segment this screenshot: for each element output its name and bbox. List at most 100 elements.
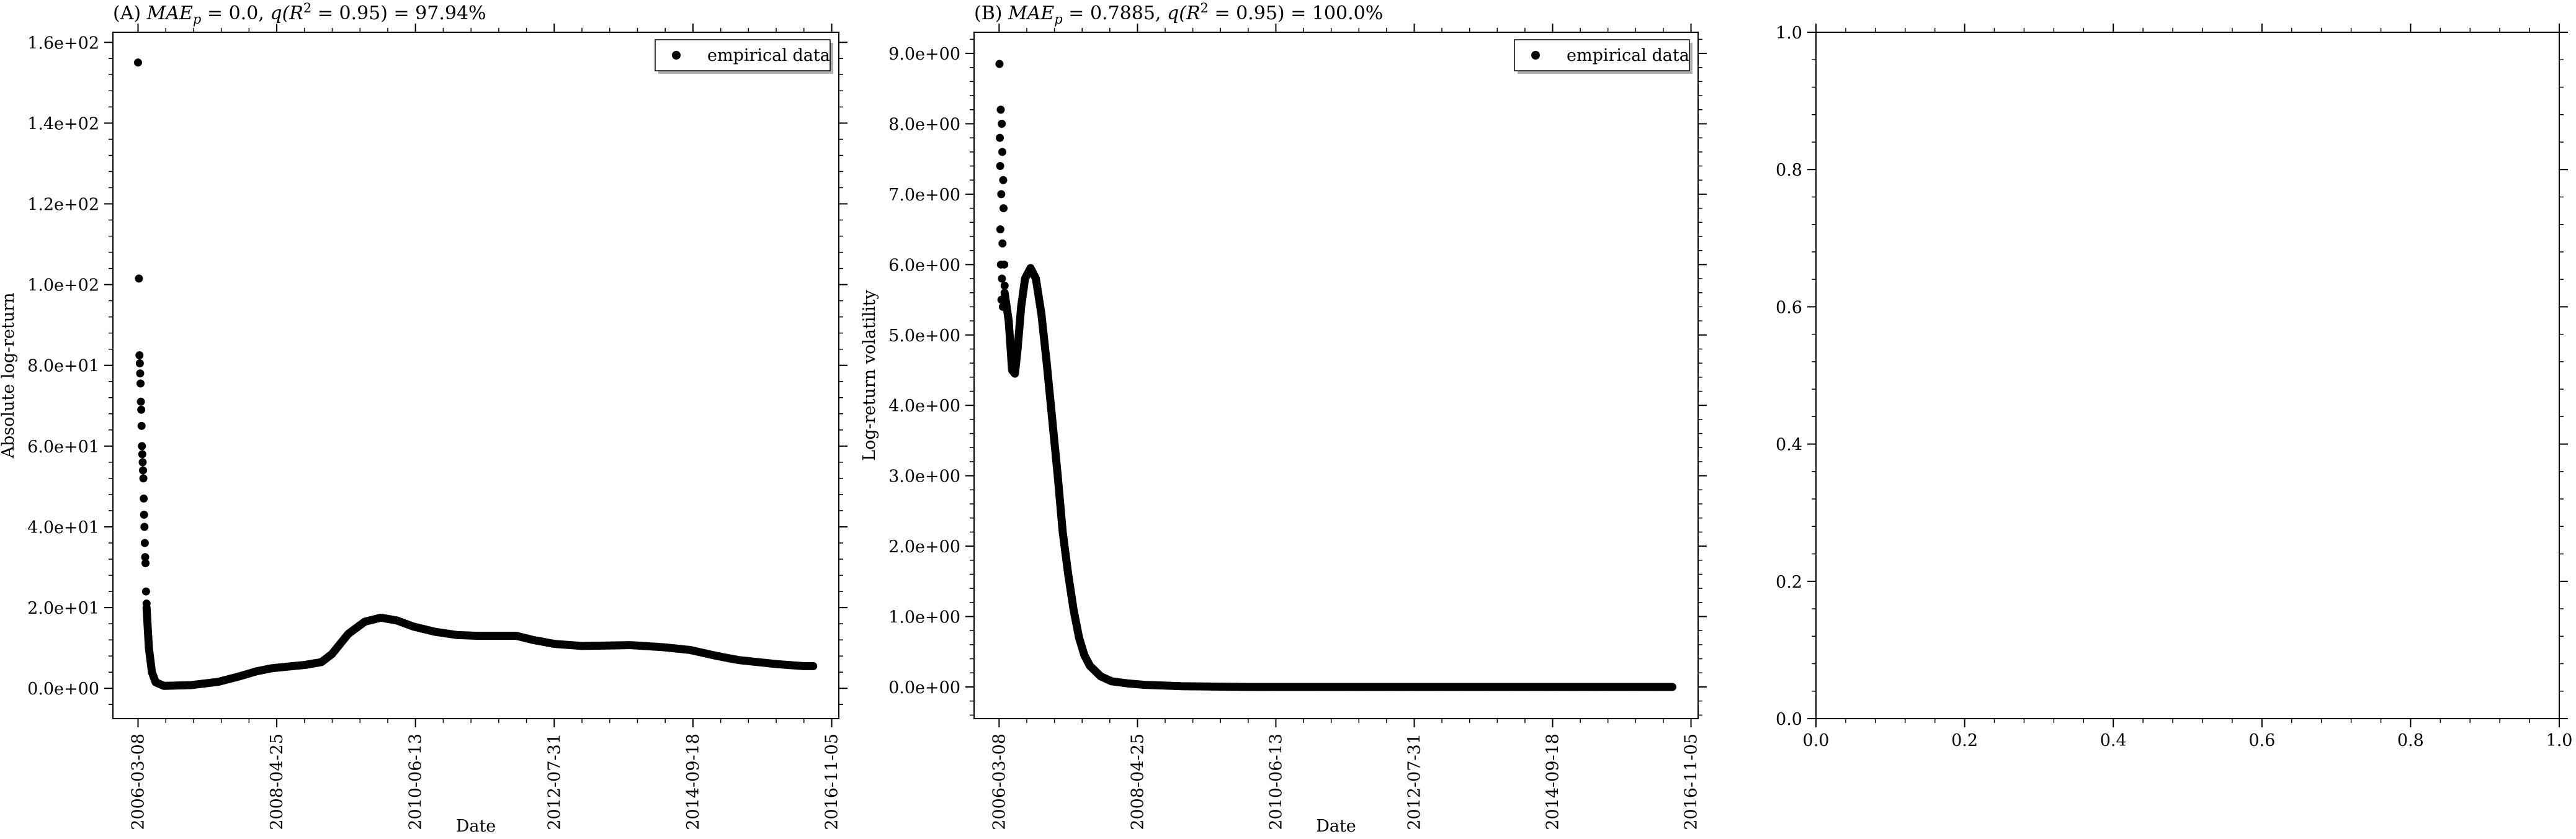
y-tick-label: 0.0 xyxy=(1776,710,1802,729)
data-point xyxy=(138,458,147,467)
x-axis-label: Date xyxy=(456,817,496,836)
data-point xyxy=(999,176,1008,184)
plot-frame xyxy=(112,32,839,719)
x-tick-label: 2006-03-08 xyxy=(990,734,1009,830)
data-point xyxy=(998,119,1006,128)
x-tick-label: 2006-03-08 xyxy=(128,734,148,830)
data-point xyxy=(138,450,146,459)
series-empirical-data xyxy=(133,58,818,690)
legend-box xyxy=(1514,39,1690,71)
x-axis: 2006-03-08 2008-04-25 2010-06-13 2012-07-31… xyxy=(990,24,1701,830)
x-tick-label: 2012-07-31 xyxy=(1405,734,1424,830)
y-tick-label: 1.0e+00 xyxy=(888,608,960,627)
legend: empirical data xyxy=(655,39,833,74)
series-empirical-data xyxy=(995,60,1677,691)
y-tick-label: 4.0e+00 xyxy=(888,397,960,416)
data-point xyxy=(133,58,142,67)
legend: empirical data xyxy=(1514,39,1693,74)
x-tick-label: 2008-04-25 xyxy=(1128,734,1147,830)
data-point xyxy=(996,133,1004,142)
data-point xyxy=(1000,204,1008,213)
data-point xyxy=(141,587,150,596)
chart-title: (B) MAEp = 0.7885, q(R2 = 0.95) = 100.0% xyxy=(974,1,1383,27)
plot-frame xyxy=(973,32,1699,719)
data-point xyxy=(809,662,818,670)
x-tick-label: 0.8 xyxy=(2397,731,2424,750)
legend-marker xyxy=(672,51,681,60)
y-tick-label: 0.8 xyxy=(1776,161,1802,180)
data-point xyxy=(138,442,146,451)
data-point xyxy=(1668,683,1677,691)
data-point xyxy=(139,474,148,483)
data-point xyxy=(140,494,148,503)
chart-title: (A) MAEp = 0.0, q(R2 = 0.95) = 97.94% xyxy=(113,1,486,27)
x-tick-label: 2016-11-05 xyxy=(823,734,842,830)
x-tick-label: 2008-04-25 xyxy=(267,734,287,830)
y-tick-label: 6.0e+00 xyxy=(888,256,960,275)
y-tick-label: 0.2 xyxy=(1776,573,1802,592)
x-tick-label: 2016-11-05 xyxy=(1682,734,1701,830)
x-tick-label: 0.6 xyxy=(2248,731,2275,750)
data-point xyxy=(141,559,150,568)
y-tick-label: 0.0e+00 xyxy=(888,678,960,698)
x-tick-label: 0.2 xyxy=(1951,731,1978,750)
y-tick-label: 0.4 xyxy=(1776,436,1802,455)
data-point xyxy=(1000,260,1009,269)
y-axis-label: Log-return volatility xyxy=(860,289,879,460)
data-point xyxy=(135,359,144,367)
legend-box xyxy=(655,39,831,71)
legend-label: empirical data xyxy=(1567,46,1689,65)
y-tick-label: 7.0e+00 xyxy=(888,186,960,205)
y-axis: 0.0 0.2 0.4 0.6 0.8 1.0 xyxy=(1776,24,2568,729)
data-point xyxy=(995,60,1004,68)
data-point xyxy=(140,539,149,547)
data-point xyxy=(136,397,145,406)
y-tick-label: 3.0e+00 xyxy=(888,467,960,487)
data-point xyxy=(996,105,1005,114)
data-point xyxy=(136,369,145,378)
data-point xyxy=(136,379,145,388)
y-tick-label: 8.0e+01 xyxy=(27,357,99,376)
data-point xyxy=(139,466,148,475)
data-point xyxy=(996,162,1004,171)
data-point xyxy=(997,190,1006,199)
y-tick-label: 4.0e+01 xyxy=(27,518,99,537)
y-tick-label: 1.2e+02 xyxy=(27,195,99,215)
chart-panel-1: (A) MAEp = 0.0, q(R2 = 0.95) = 97.94% 0.0… xyxy=(0,1,847,836)
data-point xyxy=(998,274,1006,283)
y-axis: 0.0e+00 2.0e+01 4.0e+01 6.0e+01 8.0e+01 1.0e+… xyxy=(27,34,847,705)
x-tick-label: 1.0 xyxy=(2546,731,2573,750)
y-tick-label: 9.0e+00 xyxy=(888,45,960,64)
x-tick-label: 2010-06-13 xyxy=(1266,734,1286,830)
y-axis-label: Absolute log-return xyxy=(0,292,18,459)
y-tick-label: 1.0e+02 xyxy=(27,276,99,295)
data-point xyxy=(998,148,1007,156)
data-point xyxy=(996,225,1004,234)
x-tick-label: 0.0 xyxy=(1803,731,1830,750)
y-tick-label: 6.0e+01 xyxy=(27,437,99,457)
x-axis-label: Date xyxy=(1316,817,1356,836)
y-tick-label: 0.0e+00 xyxy=(27,680,99,699)
chart-panel-3: 0.0 0.2 0.4 0.6 0.8 1.0 0.0 0.2 0.4 0.6 0.8 1.0 xyxy=(1776,24,2572,750)
y-tick-label: 1.0 xyxy=(1776,24,1802,43)
y-tick-label: 1.4e+02 xyxy=(27,114,99,133)
x-tick-label: 2014-09-18 xyxy=(1544,734,1563,830)
data-point xyxy=(137,421,146,430)
legend-marker xyxy=(1531,51,1540,60)
y-tick-label: 2.0e+01 xyxy=(27,599,99,618)
plot-frame xyxy=(1815,32,2560,719)
data-point xyxy=(141,553,150,562)
chart-panel-2: (B) MAEp = 0.7885, q(R2 = 0.95) = 100.0%… xyxy=(860,1,1707,836)
x-axis: 2006-03-08 2008-04-25 2010-06-13 2012-07-31… xyxy=(128,24,842,830)
legend-label: empirical data xyxy=(707,46,830,65)
y-tick-label: 2.0e+00 xyxy=(888,537,960,557)
y-axis: 0.0e+00 1.0e+00 2.0e+00 3.0e+00 4.0e+00 5.0e+… xyxy=(888,38,1707,716)
y-tick-label: 5.0e+00 xyxy=(888,326,960,346)
x-tick-label: 0.4 xyxy=(2100,731,2127,750)
data-point xyxy=(135,274,143,283)
data-point xyxy=(137,405,146,414)
data-point xyxy=(998,239,1007,248)
y-tick-label: 0.6 xyxy=(1776,298,1802,317)
data-point xyxy=(1000,281,1009,290)
